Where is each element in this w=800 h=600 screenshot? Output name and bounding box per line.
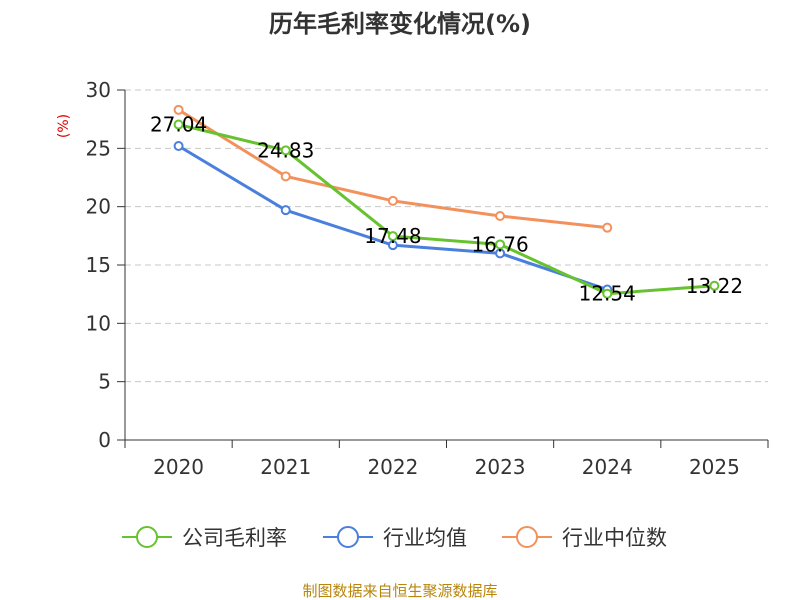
legend-label: 行业中位数 (562, 526, 667, 550)
x-tick-label: 2021 (260, 455, 311, 479)
data-point (387, 231, 398, 242)
data-label: 12.54 (579, 282, 636, 306)
x-tick-label: 2020 (153, 455, 204, 479)
chart-title: 历年毛利率变化情况(%) (269, 10, 531, 38)
data-point (602, 288, 613, 299)
y-tick-label: 10 (86, 311, 111, 335)
series-line-0 (178, 123, 715, 296)
x-tick-label: 2024 (582, 455, 633, 479)
series-lines (173, 104, 720, 299)
y-tick-label: 15 (86, 253, 111, 277)
data-point (280, 145, 291, 156)
data-point (280, 171, 291, 182)
data-point (495, 239, 506, 250)
data-label: 13.22 (686, 274, 743, 298)
data-label: 16.76 (471, 232, 528, 256)
series-line-1 (177, 144, 608, 291)
x-tick-label: 2023 (475, 455, 526, 479)
y-tick-label: 20 (86, 195, 111, 219)
x-tick-label: 2022 (367, 455, 418, 479)
data-point (387, 240, 398, 251)
y-tick-label: 25 (86, 136, 111, 160)
legend-marker (516, 526, 538, 548)
data-point (173, 141, 184, 151)
legend: 公司毛利率 行业均值 行业中位数 (122, 526, 667, 550)
data-point (173, 104, 184, 115)
data-label: 17.48 (364, 224, 421, 248)
y-tick-label: 5 (98, 370, 111, 394)
data-point (280, 205, 291, 216)
data-point (602, 222, 613, 233)
x-tick-label: 2025 (689, 455, 740, 479)
y-axis-unit-label: (%) (56, 114, 72, 138)
data-point (709, 280, 720, 291)
y-tick-label: 0 (98, 428, 111, 452)
data-point (495, 211, 506, 221)
series-line-2 (177, 108, 608, 230)
data-labels: 27.04 24.83 17.48 16.76 12.54 13.22 (150, 113, 743, 306)
source-note: 制图数据来自恒生聚源数据库 (302, 582, 497, 600)
legend-marker (136, 526, 158, 548)
gridlines (125, 89, 768, 383)
data-label: 24.83 (257, 138, 314, 162)
y-tick-label: 30 (86, 78, 111, 102)
legend-marker (337, 526, 359, 548)
legend-label: 公司毛利率 (182, 526, 287, 550)
data-point (387, 195, 398, 206)
data-point (173, 119, 184, 130)
legend-label: 行业均值 (383, 526, 467, 550)
data-label: 27.04 (150, 113, 207, 137)
